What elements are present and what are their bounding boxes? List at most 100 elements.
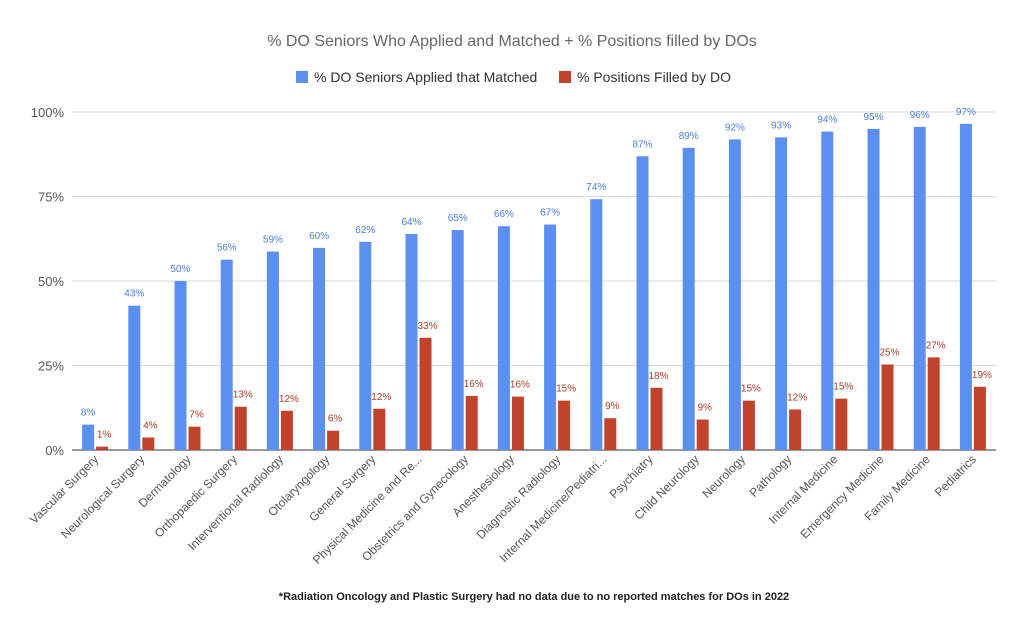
legend-swatch-applied-matched	[296, 71, 308, 83]
bar-applied-matched-5	[313, 247, 326, 450]
bar-applied-matched-19	[959, 123, 972, 450]
bar-applied-matched-4	[266, 251, 279, 450]
data-label-applied-matched-2: 50%	[170, 264, 190, 275]
data-label-positions-filled-13: 9%	[697, 403, 712, 414]
gridlines	[72, 111, 996, 451]
bar-applied-matched-1	[128, 305, 141, 450]
bar-positions-filled-2	[188, 426, 201, 450]
data-label-applied-matched-1: 43%	[124, 289, 144, 300]
data-label-applied-matched-13: 89%	[679, 131, 699, 142]
data-label-positions-filled-2: 7%	[189, 410, 204, 421]
bar-applied-matched-16	[821, 131, 834, 450]
legend-swatch-positions-filled	[559, 71, 571, 83]
y-tick-label: 50%	[38, 274, 64, 289]
bar-positions-filled-5	[327, 430, 340, 450]
data-label-applied-matched-19: 97%	[956, 107, 976, 118]
data-label-applied-matched-6: 62%	[355, 225, 375, 236]
bar-applied-matched-11	[590, 199, 603, 450]
bar-applied-matched-0	[82, 424, 95, 450]
x-tick-label: Neurological Surgery	[58, 452, 147, 541]
data-label-applied-matched-5: 60%	[309, 231, 329, 242]
data-label-applied-matched-10: 67%	[540, 208, 560, 219]
y-tick-label: 0%	[45, 443, 64, 458]
chart-title: % DO Seniors Who Applied and Matched + %…	[267, 33, 757, 50]
data-label-applied-matched-12: 87%	[632, 139, 652, 150]
data-label-positions-filled-19: 19%	[972, 370, 992, 381]
footnote: *Radiation Oncology and Plastic Surgery …	[279, 591, 789, 603]
data-label-applied-matched-15: 93%	[771, 120, 791, 131]
bar-positions-filled-0	[96, 446, 109, 450]
data-label-applied-matched-3: 56%	[217, 243, 237, 254]
y-axis: 0% 25% 50% 75% 100%	[31, 105, 65, 458]
bar-applied-matched-15	[775, 137, 788, 450]
data-label-positions-filled-10: 15%	[556, 384, 576, 395]
bar-positions-filled-12	[650, 387, 663, 450]
bar-positions-filled-10	[558, 400, 571, 450]
bar-positions-filled-13	[696, 419, 709, 450]
data-label-positions-filled-5: 6%	[328, 414, 343, 425]
bar-applied-matched-14	[728, 139, 741, 451]
bar-positions-filled-9	[511, 396, 524, 450]
data-label-applied-matched-14: 92%	[725, 122, 745, 133]
data-label-positions-filled-14: 15%	[741, 384, 761, 395]
bar-positions-filled-7	[419, 337, 432, 450]
x-tick-label: Psychiatry	[607, 452, 656, 501]
x-tick-label: Diagnostic Radiology	[474, 452, 564, 542]
bar-applied-matched-18	[913, 126, 926, 450]
bar-applied-matched-17	[867, 128, 880, 450]
bar-positions-filled-14	[742, 400, 755, 450]
bar-applied-matched-9	[497, 226, 510, 450]
data-label-applied-matched-16: 94%	[817, 115, 837, 126]
data-label-applied-matched-8: 65%	[448, 213, 468, 224]
data-label-applied-matched-17: 95%	[863, 112, 883, 123]
x-tick-label: Neurology	[699, 452, 748, 501]
data-label-positions-filled-6: 12%	[371, 392, 391, 403]
bar-applied-matched-10	[544, 224, 557, 450]
data-label-applied-matched-9: 66%	[494, 209, 514, 220]
bar-applied-matched-3	[220, 259, 233, 450]
bar-applied-matched-8	[451, 229, 464, 450]
data-label-positions-filled-15: 12%	[787, 392, 807, 403]
data-label-positions-filled-1: 4%	[143, 420, 158, 431]
bar-positions-filled-18	[927, 357, 940, 450]
data-label-applied-matched-11: 74%	[586, 182, 606, 193]
bar-positions-filled-8	[465, 395, 478, 450]
data-label-positions-filled-16: 15%	[833, 382, 853, 393]
y-tick-label: 75%	[38, 190, 64, 205]
bar-positions-filled-16	[835, 398, 848, 450]
data-label-applied-matched-4: 59%	[263, 235, 283, 246]
bar-positions-filled-19	[973, 386, 986, 450]
data-label-applied-matched-0: 8%	[81, 408, 96, 419]
bar-positions-filled-3	[234, 406, 247, 450]
bar-positions-filled-6	[373, 408, 386, 450]
legend: % DO Seniors Applied that Matched % Posi…	[296, 69, 731, 85]
x-tick-label: Emergency Medicine	[797, 452, 886, 541]
data-labels: 8%1% 43% 4% 50% 7% 56% 13% 59% 12% 60% 6% 62% 12% 64%…	[81, 107, 992, 441]
bar-positions-filled-4	[280, 410, 293, 450]
y-tick-label: 100%	[31, 105, 65, 120]
bars	[82, 123, 986, 451]
bar-applied-matched-7	[405, 234, 418, 450]
data-label-positions-filled-17: 25%	[879, 347, 899, 358]
x-tick-label: Pediatrics	[932, 452, 979, 499]
bar-positions-filled-1	[142, 437, 155, 450]
data-label-positions-filled-4: 12%	[279, 394, 299, 405]
data-label-positions-filled-3: 13%	[233, 390, 253, 401]
data-label-positions-filled-18: 27%	[926, 340, 946, 351]
bar-positions-filled-15	[789, 409, 802, 450]
data-label-positions-filled-12: 18%	[648, 371, 668, 382]
y-tick-label: 25%	[38, 359, 64, 374]
data-label-applied-matched-18: 96%	[910, 110, 930, 121]
legend-label-applied-matched: % DO Seniors Applied that Matched	[314, 69, 537, 85]
bar-applied-matched-13	[682, 147, 695, 450]
bar-positions-filled-17	[881, 364, 894, 450]
legend-label-positions-filled: % Positions Filled by DO	[577, 69, 731, 85]
bar-applied-matched-2	[174, 281, 187, 450]
bar-applied-matched-12	[636, 156, 649, 450]
bar-positions-filled-11	[604, 418, 617, 450]
data-label-positions-filled-0: 1%	[97, 430, 112, 441]
bar-applied-matched-6	[359, 241, 372, 450]
data-label-positions-filled-11: 9%	[605, 401, 620, 412]
